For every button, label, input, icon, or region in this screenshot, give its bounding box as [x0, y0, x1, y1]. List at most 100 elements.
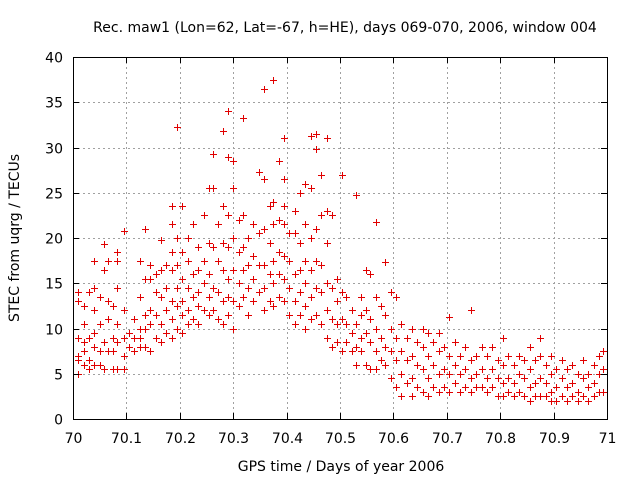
- data-point: [131, 348, 138, 355]
- data-point: [210, 185, 217, 192]
- data-point: [142, 226, 149, 233]
- data-point: [126, 344, 133, 351]
- data-point: [468, 357, 475, 364]
- data-point: [86, 357, 93, 364]
- data-point: [179, 276, 186, 283]
- data-point: [185, 258, 192, 265]
- data-point: [313, 226, 320, 233]
- data-point: [276, 271, 283, 278]
- data-point: [349, 307, 356, 314]
- data-point: [425, 375, 432, 382]
- data-point: [179, 298, 186, 305]
- data-point: [292, 230, 299, 237]
- data-point: [179, 249, 186, 256]
- data-point: [318, 321, 325, 328]
- data-point: [286, 285, 293, 292]
- x-tick-label: 70.3: [218, 431, 249, 447]
- data-point: [363, 330, 370, 337]
- data-point: [489, 384, 496, 391]
- data-point: [215, 316, 222, 323]
- data-point: [81, 362, 88, 369]
- y-tick-label: 20: [45, 232, 63, 248]
- data-point: [153, 289, 160, 296]
- data-point: [324, 135, 331, 142]
- data-point: [225, 212, 232, 219]
- data-point: [575, 398, 582, 405]
- data-point: [339, 289, 346, 296]
- data-point: [343, 321, 350, 328]
- data-point: [409, 375, 416, 382]
- data-point: [393, 294, 400, 301]
- data-point: [324, 335, 331, 342]
- data-point: [367, 339, 374, 346]
- data-point: [313, 258, 320, 265]
- y-tick-label: 10: [45, 323, 63, 339]
- data-point: [86, 289, 93, 296]
- data-point: [153, 312, 160, 319]
- data-point: [596, 353, 603, 360]
- data-point: [511, 393, 518, 400]
- data-point: [329, 316, 336, 323]
- data-point: [452, 362, 459, 369]
- data-point: [91, 330, 98, 337]
- data-point: [174, 262, 181, 269]
- data-point: [215, 221, 222, 228]
- x-tick-label: 70.8: [485, 431, 516, 447]
- data-point: [190, 271, 197, 278]
- data-point: [236, 280, 243, 287]
- data-point: [430, 384, 437, 391]
- data-point: [548, 389, 555, 396]
- data-point: [163, 285, 170, 292]
- data-point: [297, 289, 304, 296]
- data-point: [206, 294, 213, 301]
- y-axis-label: STEC from uqrg / TECUs: [7, 154, 23, 322]
- data-point: [169, 335, 176, 342]
- data-point: [245, 285, 252, 292]
- data-point: [367, 366, 374, 373]
- data-point: [195, 244, 202, 251]
- data-point: [559, 357, 566, 364]
- data-point: [131, 316, 138, 323]
- data-point: [236, 249, 243, 256]
- data-point: [585, 384, 592, 391]
- data-point: [220, 298, 227, 305]
- data-point: [137, 335, 144, 342]
- data-point: [210, 307, 217, 314]
- data-point: [446, 314, 453, 321]
- data-point: [585, 398, 592, 405]
- data-point: [81, 339, 88, 346]
- data-point: [404, 380, 411, 387]
- y-tick-label: 5: [54, 368, 63, 384]
- data-point: [425, 353, 432, 360]
- data-point: [297, 190, 304, 197]
- data-point: [179, 330, 186, 337]
- data-point: [468, 389, 475, 396]
- data-point: [121, 353, 128, 360]
- data-point: [101, 366, 108, 373]
- data-point: [382, 259, 389, 266]
- data-point: [190, 294, 197, 301]
- data-point: [353, 192, 360, 199]
- data-point: [240, 244, 247, 251]
- data-point: [452, 339, 459, 346]
- data-point: [446, 371, 453, 378]
- data-point: [292, 208, 299, 215]
- data-point: [313, 146, 320, 153]
- data-point: [324, 208, 331, 215]
- data-point: [600, 366, 607, 373]
- data-point: [585, 371, 592, 378]
- data-point: [267, 298, 274, 305]
- data-point: [292, 271, 299, 278]
- data-point: [147, 348, 154, 355]
- data-point: [91, 362, 98, 369]
- data-point: [250, 276, 257, 283]
- data-point: [114, 258, 121, 265]
- y-tick-label: 0: [54, 413, 63, 429]
- data-point: [215, 289, 222, 296]
- data-point: [261, 307, 268, 314]
- data-point: [329, 212, 336, 219]
- data-point: [436, 330, 443, 337]
- x-tick-label: 70.6: [378, 431, 409, 447]
- data-point: [420, 389, 427, 396]
- data-point: [206, 240, 213, 247]
